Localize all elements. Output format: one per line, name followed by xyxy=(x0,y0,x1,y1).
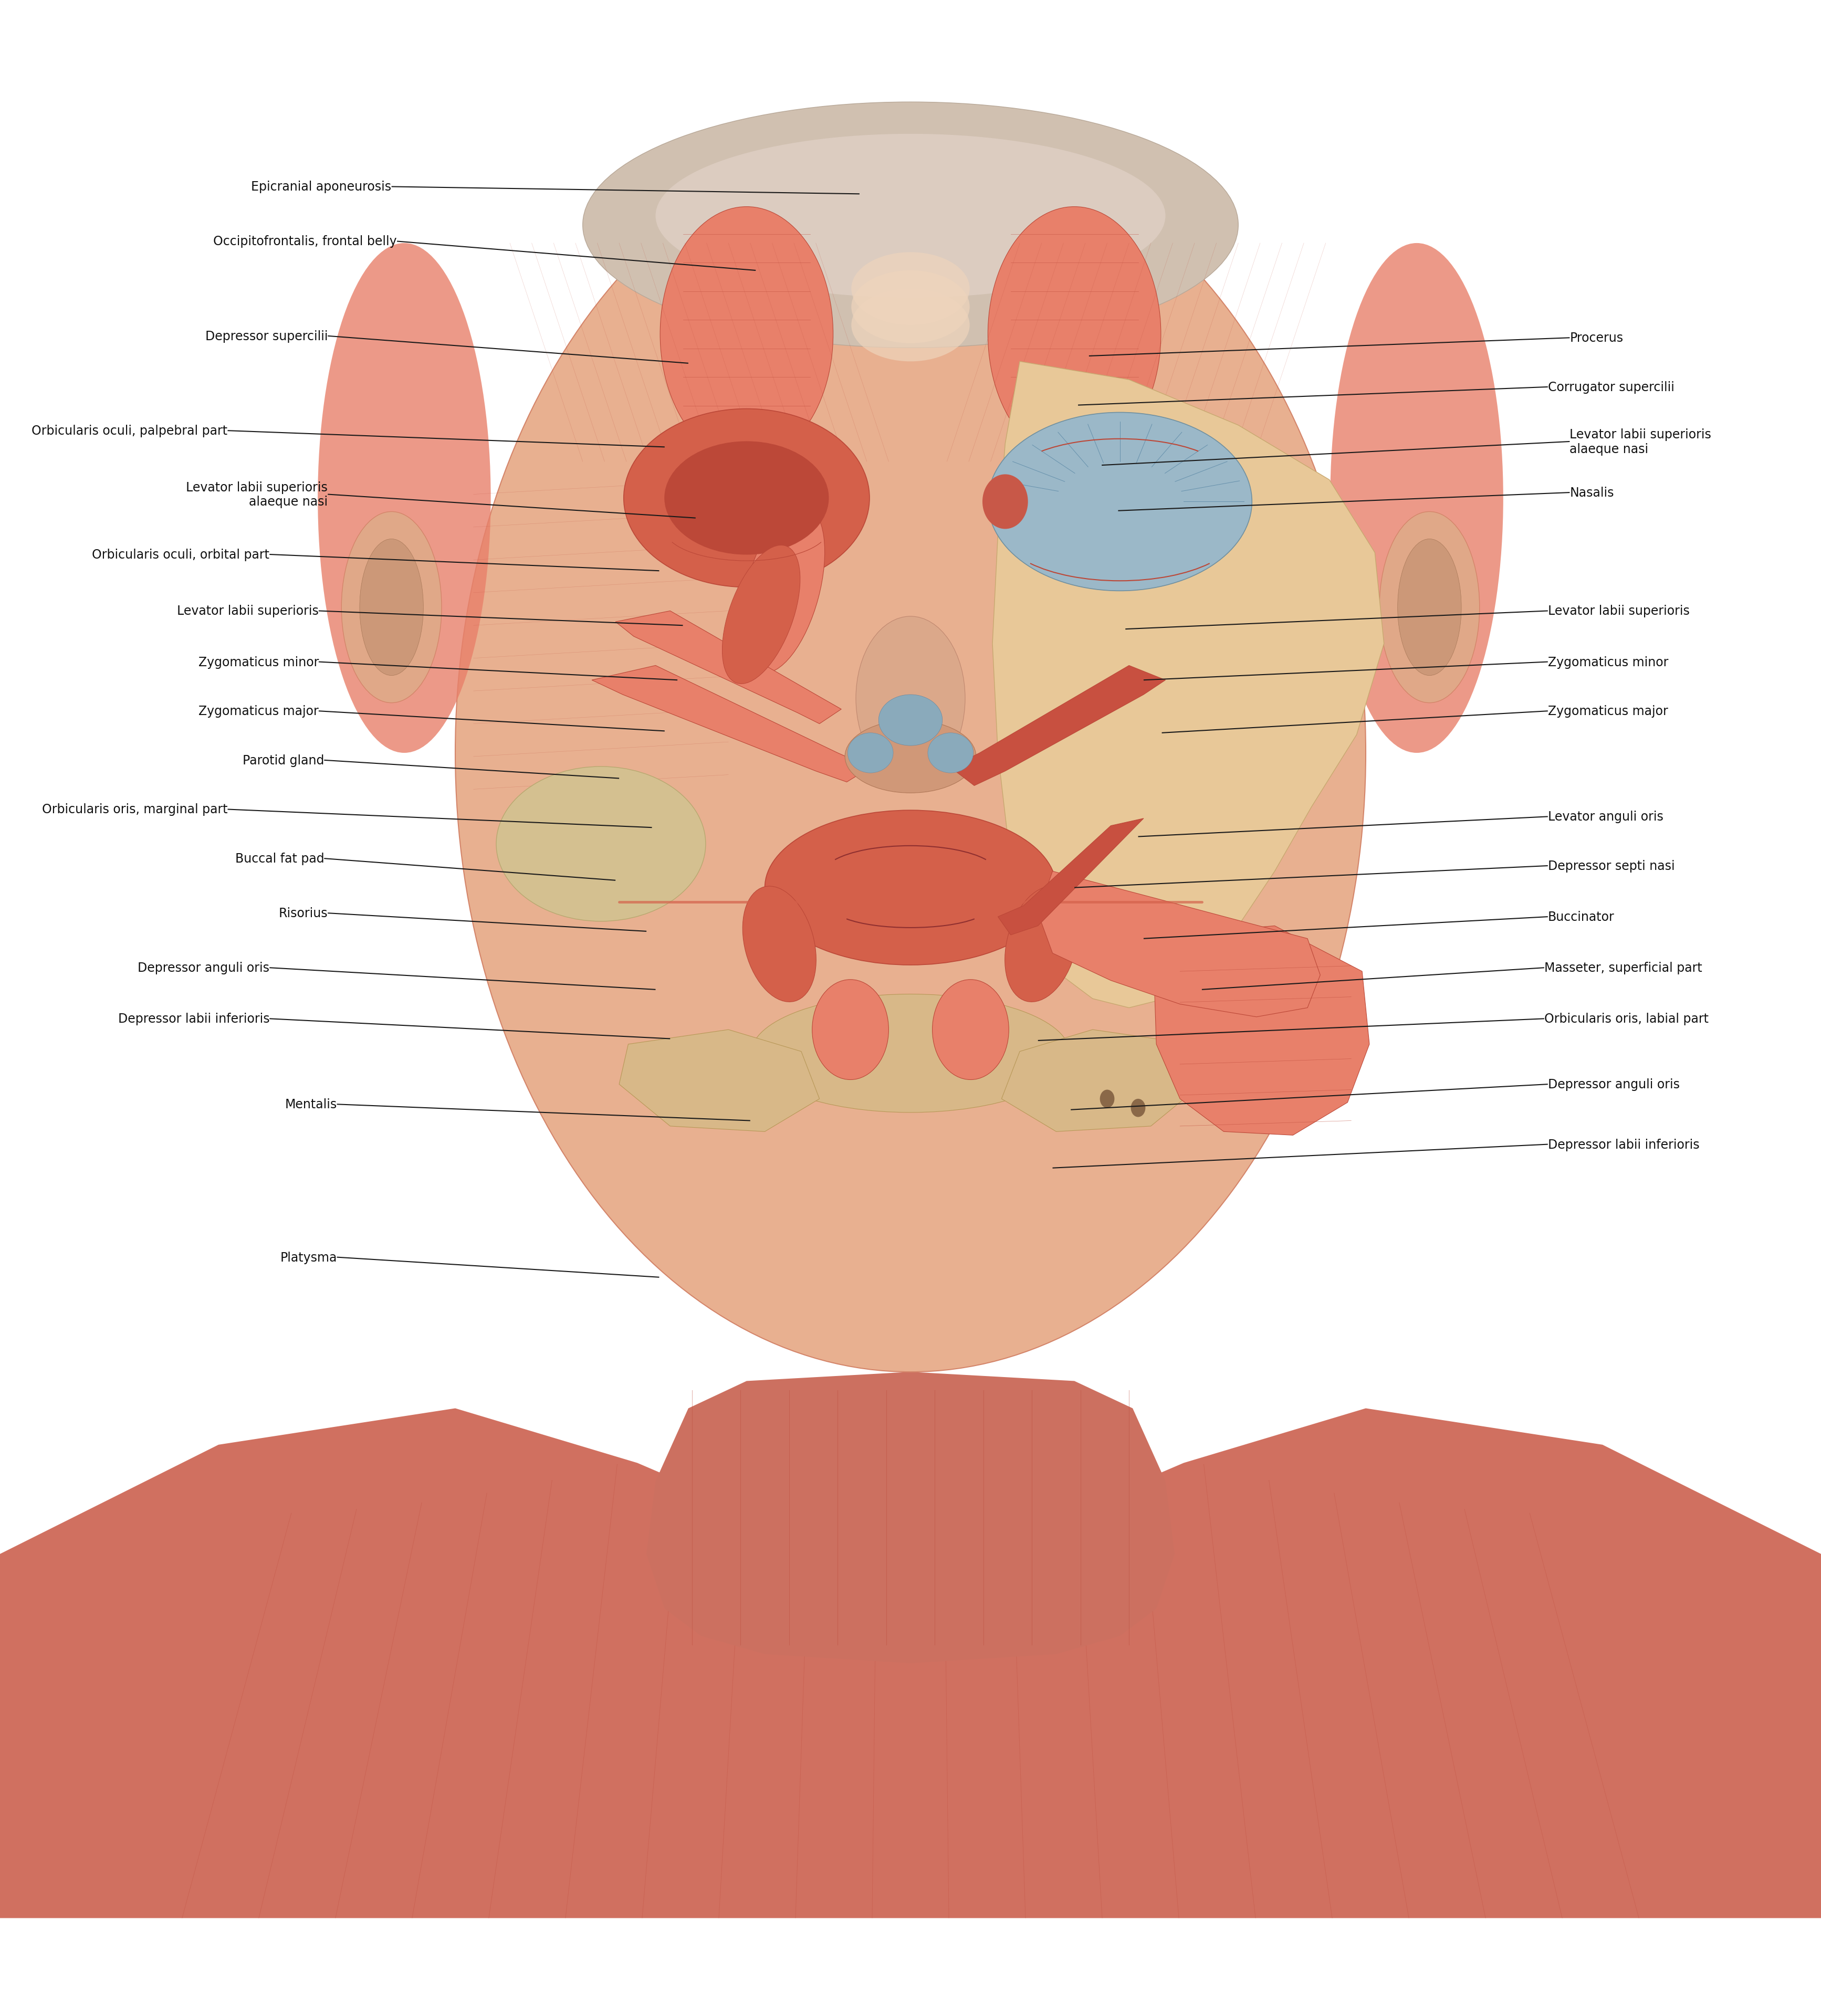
Ellipse shape xyxy=(750,994,1071,1113)
Polygon shape xyxy=(0,1409,1821,1917)
Text: Levator labii superioris: Levator labii superioris xyxy=(177,605,319,617)
Text: Masseter, superficial part: Masseter, superficial part xyxy=(1544,962,1703,974)
Ellipse shape xyxy=(852,288,969,361)
Polygon shape xyxy=(1155,925,1369,1135)
Text: Depressor anguli oris: Depressor anguli oris xyxy=(1548,1079,1679,1091)
Ellipse shape xyxy=(989,413,1253,591)
Ellipse shape xyxy=(659,208,832,462)
Ellipse shape xyxy=(932,980,1009,1081)
Ellipse shape xyxy=(723,546,799,683)
Text: Orbicularis oculi, orbital part: Orbicularis oculi, orbital part xyxy=(93,548,270,560)
Text: Platysma: Platysma xyxy=(280,1252,337,1264)
Text: Occipitofrontalis, frontal belly: Occipitofrontalis, frontal belly xyxy=(213,236,397,248)
Text: Depressor anguli oris: Depressor anguli oris xyxy=(138,962,270,974)
Text: Corrugator supercilii: Corrugator supercilii xyxy=(1548,381,1673,393)
Text: Depressor septi nasi: Depressor septi nasi xyxy=(1548,859,1675,873)
Ellipse shape xyxy=(317,244,492,754)
Ellipse shape xyxy=(983,474,1029,530)
Polygon shape xyxy=(592,665,870,782)
Ellipse shape xyxy=(1380,512,1479,704)
Text: Buccinator: Buccinator xyxy=(1548,911,1615,923)
Ellipse shape xyxy=(583,103,1238,349)
Polygon shape xyxy=(615,611,841,724)
Ellipse shape xyxy=(1399,540,1462,675)
Ellipse shape xyxy=(852,270,969,343)
Text: Depressor labii inferioris: Depressor labii inferioris xyxy=(118,1012,270,1026)
Ellipse shape xyxy=(849,734,892,774)
Ellipse shape xyxy=(359,540,422,675)
Polygon shape xyxy=(619,1030,819,1131)
Polygon shape xyxy=(1002,1030,1202,1131)
Text: Nasalis: Nasalis xyxy=(1570,486,1613,500)
Text: Zygomaticus major: Zygomaticus major xyxy=(198,706,319,718)
Ellipse shape xyxy=(852,252,969,325)
Polygon shape xyxy=(951,665,1165,786)
Text: Orbicularis oris, marginal part: Orbicularis oris, marginal part xyxy=(42,802,228,816)
Polygon shape xyxy=(992,361,1384,1008)
Ellipse shape xyxy=(743,887,816,1002)
Text: Zygomaticus minor: Zygomaticus minor xyxy=(1548,655,1668,669)
Text: Levator labii superioris: Levator labii superioris xyxy=(1548,605,1690,617)
Ellipse shape xyxy=(656,135,1165,298)
Ellipse shape xyxy=(741,506,825,673)
Ellipse shape xyxy=(812,980,889,1081)
Text: Procerus: Procerus xyxy=(1570,333,1623,345)
Polygon shape xyxy=(1038,871,1320,1018)
Ellipse shape xyxy=(623,409,870,587)
Ellipse shape xyxy=(1331,244,1504,754)
Ellipse shape xyxy=(856,617,965,780)
Text: Levator labii superioris
alaeque nasi: Levator labii superioris alaeque nasi xyxy=(186,482,328,508)
Ellipse shape xyxy=(455,135,1366,1373)
Ellipse shape xyxy=(845,720,976,792)
Ellipse shape xyxy=(342,512,443,704)
Ellipse shape xyxy=(665,442,829,554)
Ellipse shape xyxy=(1131,1099,1145,1117)
Ellipse shape xyxy=(495,766,707,921)
Text: Buccal fat pad: Buccal fat pad xyxy=(235,853,324,865)
Text: Zygomaticus minor: Zygomaticus minor xyxy=(198,655,319,669)
Ellipse shape xyxy=(1005,887,1078,1002)
Text: Zygomaticus major: Zygomaticus major xyxy=(1548,706,1668,718)
Polygon shape xyxy=(998,818,1144,935)
Text: Epicranial aponeurosis: Epicranial aponeurosis xyxy=(251,181,392,194)
Text: Depressor labii inferioris: Depressor labii inferioris xyxy=(1548,1139,1699,1151)
Text: Orbicularis oculi, palpebral part: Orbicularis oculi, palpebral part xyxy=(31,425,228,437)
Ellipse shape xyxy=(1100,1091,1114,1109)
Text: Orbicularis oris, labial part: Orbicularis oris, labial part xyxy=(1544,1012,1708,1026)
Polygon shape xyxy=(646,1373,1175,1663)
Text: Depressor supercilii: Depressor supercilii xyxy=(206,331,328,343)
Text: Risorius: Risorius xyxy=(279,907,328,919)
Text: Mentalis: Mentalis xyxy=(284,1099,337,1111)
Ellipse shape xyxy=(987,208,1162,462)
Ellipse shape xyxy=(927,734,972,774)
Ellipse shape xyxy=(878,696,943,746)
Text: Parotid gland: Parotid gland xyxy=(242,754,324,766)
Ellipse shape xyxy=(765,810,1056,966)
Text: Levator anguli oris: Levator anguli oris xyxy=(1548,810,1663,823)
Text: Levator labii superioris
alaeque nasi: Levator labii superioris alaeque nasi xyxy=(1570,427,1712,456)
